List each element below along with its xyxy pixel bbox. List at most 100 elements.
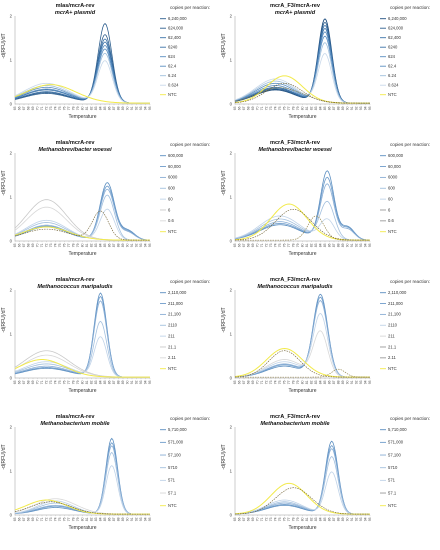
x-tick-label: 95 [148,243,152,247]
y-axis-label: -d(RFU)/dT [221,444,227,469]
x-axis-label: Temperature [68,251,96,257]
x-tick-label: 83 [94,106,98,110]
x-tick-label: 95 [148,517,152,521]
legend-entry: 60 [388,196,393,201]
x-tick-label: 76 [63,243,67,247]
x-tick-label: 82 [90,106,94,110]
chart-title-template: mcrA+ plasmid [55,10,96,16]
legend-entry: 60,000 [388,164,401,169]
x-tick-label: 70 [36,106,40,110]
x-tick-label: 92 [355,243,359,247]
legend-entry: 2.11 [168,355,177,360]
x-tick-label: 72 [45,106,49,110]
legend-entry: 6,240,000 [168,16,187,21]
x-tick-label: 80 [81,517,85,521]
legend-entry: 2,110,000 [168,290,187,295]
legend-entry: 60,000 [168,164,181,169]
legend-entry: 0.6 [168,218,174,223]
x-tick-label: 80 [301,243,305,247]
x-tick-label: 90 [126,106,130,110]
x-tick-label: 93 [359,380,363,384]
chart-title-template: Methanobacterium mobile [40,421,109,427]
legend-entry: NTC [168,366,177,371]
legend-header: copies per reaction: [170,5,210,10]
y-axis-label: -d(RFU)/dT [221,33,227,58]
chart-title-template: mcrA+ plasmid [275,10,316,16]
x-tick-label: 66 [238,243,242,247]
y-tick-label: 1 [10,468,13,473]
x-tick-label: 74 [274,517,278,521]
y-tick-label: 2 [10,150,13,155]
legend-entry: 6 [168,207,171,212]
legend-entry: 6,240,000 [388,16,407,21]
x-tick-label: 85 [323,380,327,384]
x-tick-label: 84 [319,517,323,521]
legend-entry: 5710 [388,465,398,470]
x-tick-label: 89 [341,517,345,521]
x-tick-label: 87 [332,517,336,521]
x-tick-label: 67 [22,106,26,110]
x-tick-label: 91 [130,106,134,110]
x-tick-label: 91 [350,243,354,247]
x-tick-label: 81 [85,380,89,384]
x-tick-label: 82 [90,380,94,384]
legend-entry: 600,000 [168,153,184,158]
series-line [234,348,370,378]
legend-entry: 211,000 [388,301,403,306]
x-tick-label: 90 [126,517,130,521]
x-tick-label: 68 [247,380,251,384]
x-tick-label: 88 [117,380,121,384]
x-tick-label: 87 [112,106,116,110]
series-line [234,482,370,515]
x-tick-label: 75 [58,380,62,384]
legend-entry: 57,100 [388,452,401,457]
x-tick-label: 78 [72,380,76,384]
x-tick-label: 92 [135,380,139,384]
series-line [234,445,370,515]
x-tick-label: 68 [247,517,251,521]
x-tick-label: 79 [76,106,80,110]
x-tick-label: 92 [135,517,139,521]
x-tick-label: 70 [36,243,40,247]
legend-header: copies per reaction: [390,416,430,421]
x-tick-label: 83 [314,517,318,521]
x-tick-label: 88 [337,380,341,384]
series-line [14,295,150,378]
chart-title-primer: mlas/mcrA-rev [56,3,96,9]
x-tick-label: 84 [319,243,323,247]
legend-entry: 6000 [168,175,178,180]
x-tick-label: 91 [350,380,354,384]
series-line [14,501,150,515]
x-tick-label: 70 [256,380,260,384]
legend-entry: 6240 [388,45,398,50]
x-tick-label: 67 [22,380,26,384]
series-line [234,350,370,378]
series-line [14,359,150,378]
x-tick-label: 93 [139,243,143,247]
x-tick-label: 72 [265,380,269,384]
x-tick-label: 69 [251,380,255,384]
legend-entry: 0.6 [388,218,394,223]
series-line [14,292,150,378]
x-tick-label: 94 [144,517,148,521]
x-tick-label: 69 [31,106,35,110]
x-axis-label: Temperature [288,388,316,394]
y-axis-label: -d(RFU)/dT [221,170,227,195]
x-tick-label: 82 [310,106,314,110]
x-axis-label: Temperature [68,525,96,531]
x-tick-label: 93 [359,243,363,247]
x-tick-label: 67 [242,106,246,110]
x-tick-label: 84 [319,380,323,384]
x-tick-label: 69 [31,517,35,521]
series-line [234,18,370,104]
series-line [14,199,150,241]
legend-entry: 624,000 [168,26,184,31]
chart-title-primer: mcrA_F3/mcrA-rev [270,140,321,146]
x-tick-label: 72 [265,243,269,247]
x-tick-label: 83 [314,243,318,247]
x-tick-label: 77 [67,380,71,384]
x-tick-label: 83 [94,380,98,384]
legend-entry: 62.4 [388,64,397,69]
